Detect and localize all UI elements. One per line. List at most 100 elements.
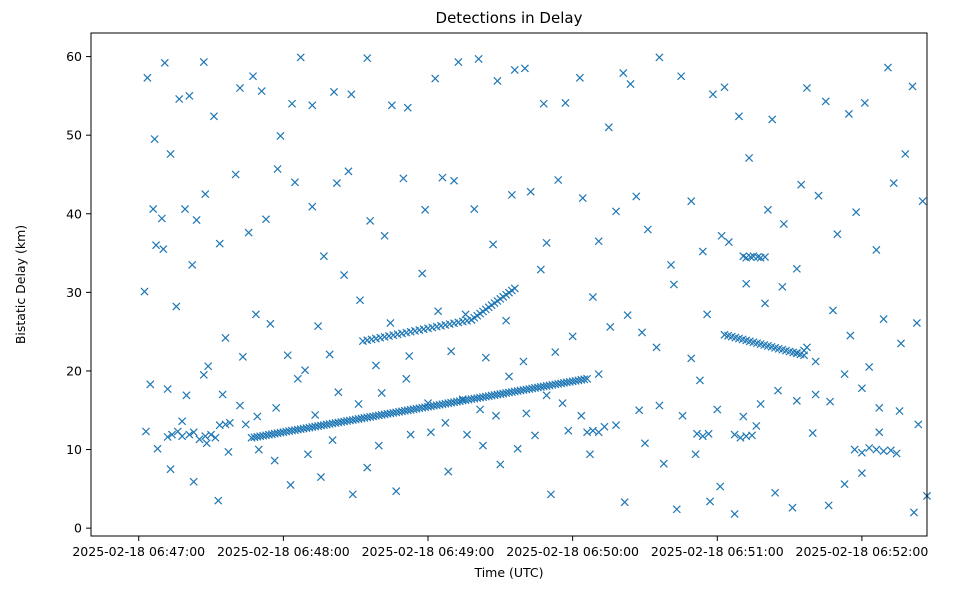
chart-title: Detections in Delay: [436, 9, 583, 27]
data-point: [879, 447, 888, 456]
data-point: [620, 498, 629, 507]
data-point: [612, 207, 621, 216]
data-point: [344, 167, 353, 176]
data-point: [421, 205, 430, 214]
data-point: [386, 318, 395, 328]
data-point: [392, 487, 401, 496]
data-point: [434, 307, 443, 316]
data-point: [811, 357, 820, 366]
data-point: [678, 411, 687, 420]
data-point: [266, 319, 275, 328]
data-point: [734, 112, 743, 121]
data-point: [575, 73, 584, 82]
data-point: [221, 420, 230, 429]
data-point: [691, 450, 700, 459]
data-point: [403, 103, 412, 112]
data-point: [745, 153, 754, 162]
data-point: [901, 150, 910, 159]
y-tick-label: 50: [66, 128, 82, 143]
data-point: [594, 428, 603, 437]
data-point: [371, 361, 380, 370]
data-point: [539, 99, 548, 108]
data-point: [857, 469, 866, 478]
data-point: [672, 505, 681, 514]
data-point: [332, 179, 341, 188]
data-point: [802, 83, 811, 93]
data-point: [792, 264, 801, 273]
data-point: [730, 509, 739, 519]
data-point: [895, 407, 904, 416]
data-point: [752, 421, 761, 430]
data-point: [892, 449, 901, 458]
x-tick-label: 2025-02-18 06:49:00: [362, 544, 495, 559]
data-point: [652, 343, 661, 352]
data-point: [643, 225, 652, 234]
data-point: [687, 354, 696, 363]
data-point: [163, 432, 172, 441]
data-point: [802, 343, 811, 352]
data-point: [542, 238, 551, 247]
data-point: [248, 72, 258, 81]
data-point: [201, 432, 210, 441]
data-point: [655, 53, 664, 62]
data-point: [399, 174, 408, 183]
y-axis-label: Bistatic Delay (km): [13, 225, 28, 344]
data-point: [496, 460, 505, 469]
data-point: [875, 428, 884, 437]
track-point: [583, 374, 592, 383]
data-point: [141, 427, 150, 436]
x-axis: 2025-02-18 06:47:00 2025-02-18 06:48:00 20…: [72, 536, 928, 559]
data-point: [178, 432, 187, 441]
data-point: [746, 252, 755, 262]
data-point: [730, 430, 739, 439]
x-axis-label: Time (UTC): [473, 565, 543, 580]
data-point: [588, 293, 597, 302]
data-point: [402, 374, 411, 383]
data-point: [704, 429, 713, 438]
data-point: [717, 231, 726, 240]
data-point: [261, 215, 271, 224]
data-point: [760, 252, 770, 262]
data-point: [632, 192, 641, 201]
data-point: [507, 190, 516, 199]
data-point: [214, 496, 223, 505]
data-point: [301, 366, 310, 375]
data-point: [218, 390, 227, 399]
data-point: [188, 260, 197, 269]
data-point: [348, 490, 357, 499]
data-point: [635, 406, 644, 415]
data-point: [860, 98, 869, 107]
data-point: [172, 302, 181, 311]
data-point: [724, 238, 733, 247]
data-point: [760, 299, 770, 308]
data-point: [720, 83, 729, 92]
data-point: [272, 403, 281, 412]
data-point: [659, 459, 668, 468]
data-point: [821, 97, 830, 106]
y-axis: 0 10 20 30 40 50 60: [66, 49, 91, 536]
data-point: [626, 80, 635, 89]
data-point: [476, 405, 485, 414]
data-point: [638, 328, 647, 337]
data-point: [546, 490, 555, 499]
data-point: [756, 399, 765, 408]
data-point: [788, 503, 797, 512]
data-point: [182, 391, 191, 400]
data-point: [273, 164, 282, 173]
data-point: [713, 405, 722, 414]
data-point: [244, 228, 253, 237]
data-point: [316, 473, 325, 482]
data-point: [209, 112, 218, 121]
data-point: [872, 245, 881, 254]
data-point: [826, 397, 835, 406]
data-point: [231, 170, 240, 179]
data-point: [167, 430, 177, 439]
data-point: [221, 333, 230, 342]
data-point: [311, 410, 320, 419]
data-point: [865, 362, 874, 372]
data-point: [319, 252, 328, 261]
data-point: [771, 488, 780, 497]
x-tick-label: 2025-02-18 06:48:00: [217, 544, 350, 559]
data-point: [669, 280, 678, 289]
